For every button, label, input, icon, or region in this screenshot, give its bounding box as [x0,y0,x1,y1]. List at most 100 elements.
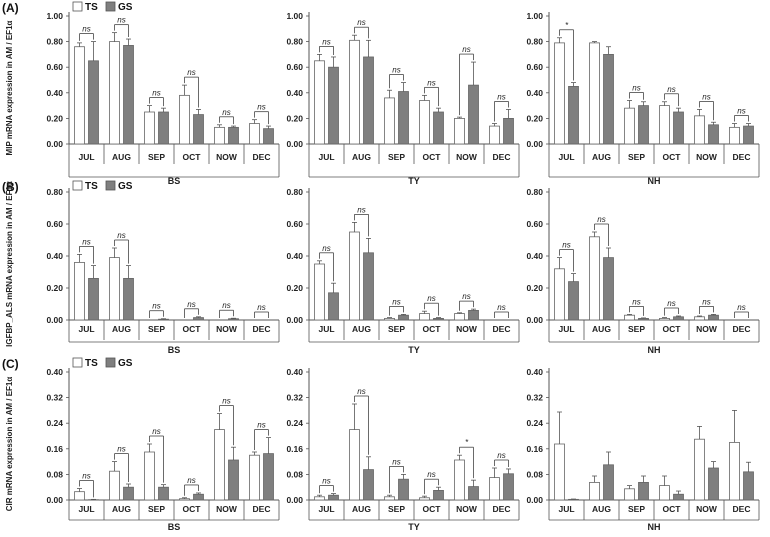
x-tick-label: DEC [493,324,511,334]
significance-label: ns [187,300,195,309]
significance-label: ns [82,471,90,480]
y-tick-label: 0.60 [46,62,63,72]
significance-label: ns [392,457,400,466]
bar-ts [179,94,190,145]
significance-label: ns [187,476,195,485]
bar-ts [454,313,465,321]
y-tick-label: 1.00 [526,11,543,21]
x-tick-label: DEC [493,152,511,162]
y-tick-label: 0.20 [526,113,543,123]
y-tick-label: 0.00 [46,139,63,149]
x-tick-label: OCT [183,504,202,514]
bar-gs [123,486,134,501]
bar-gs [743,125,754,145]
y-tick-label: 0.00 [286,315,303,325]
x-tick-label: JUL [558,324,574,334]
significance-label: ns [497,92,505,101]
bar-ts [489,477,500,501]
group-label: TY [408,176,420,186]
bar-gs [193,493,204,501]
y-tick-label: 0.60 [526,219,543,229]
x-tick-label: OCT [663,152,682,162]
bar-gs [468,84,479,145]
y-tick-label: 0.80 [46,37,63,47]
bar-ts [314,496,325,501]
y-tick-label: 0.00 [526,139,543,149]
bar-ts [659,317,670,321]
y-tick-label: 0.00 [46,315,63,325]
x-tick-label: NOW [696,504,718,514]
x-tick-label: AUG [592,504,611,514]
x-tick-label: JUL [558,152,574,162]
panel-label: (B) [2,180,19,194]
significance-label: ns [322,37,330,46]
bar-gs [568,86,579,145]
y-tick-label: 0.40 [46,367,63,377]
significance-label: ns [117,231,125,240]
bar-ts [74,491,85,501]
bar-ts [589,236,600,321]
significance-label: ns [257,303,265,312]
x-tick-label: SEP [628,324,645,334]
bar-ts [454,118,465,145]
x-tick-label: DEC [493,504,511,514]
bar-gs [228,318,239,321]
bar-ts [249,454,260,501]
bar-gs [363,252,374,321]
y-tick-label: 0.40 [46,88,63,98]
bar-ts [384,317,395,321]
significance-label: ns [427,470,435,479]
y-tick-label: 0.40 [526,367,543,377]
group-label: TY [408,345,420,355]
y-tick-label: 0.40 [286,367,303,377]
bar-ts [554,268,565,321]
x-tick-label: DEC [733,324,751,334]
bar-gs [88,60,99,145]
bar-ts [624,488,635,501]
x-tick-label: AUG [592,152,611,162]
legend-swatch-ts [72,180,83,191]
x-tick-label: JUL [318,152,334,162]
x-tick-label: SEP [148,152,165,162]
x-tick-label: NOW [216,152,238,162]
x-tick-label: NOW [696,324,718,334]
bar-ts [659,485,670,501]
bar-ts [419,313,430,321]
x-tick-label: SEP [148,324,165,334]
y-tick-label: 0.32 [526,393,543,403]
x-tick-label: SEP [628,152,645,162]
bar-gs [433,111,444,145]
legend-label-gs: GS [118,181,133,192]
bar-gs [468,309,479,321]
panel-label: (C) [2,357,19,371]
bar-gs [673,493,684,501]
significance-label: ns [597,215,605,224]
y-axis-label: MIP mRNA expression in AM / EF1α [5,20,14,155]
y-tick-label: 0.16 [526,444,543,454]
significance-label: ns [222,108,230,117]
bar-gs [363,56,374,145]
bar-ts [384,496,395,501]
significance-label: ns [257,103,265,112]
x-tick-label: OCT [183,152,202,162]
x-tick-label: DEC [733,504,751,514]
significance-label: * [565,21,569,30]
bar-ts [624,314,635,321]
y-tick-label: 0.08 [46,469,63,479]
bar-gs [433,317,444,321]
significance-label: ns [702,297,710,306]
bar-gs [328,66,339,145]
bar-ts [659,105,670,145]
y-tick-label: 0.32 [46,393,63,403]
y-tick-label: 1.00 [286,11,303,21]
x-tick-label: JUL [558,504,574,514]
y-tick-label: 0.20 [46,283,63,293]
bar-gs [603,257,614,321]
bar-gs [503,118,514,145]
significance-label: ns [357,387,365,396]
y-tick-label: 1.00 [46,11,63,21]
significance-label: ns [392,297,400,306]
y-tick-label: 0.80 [46,187,63,197]
y-tick-label: 0.40 [46,251,63,261]
